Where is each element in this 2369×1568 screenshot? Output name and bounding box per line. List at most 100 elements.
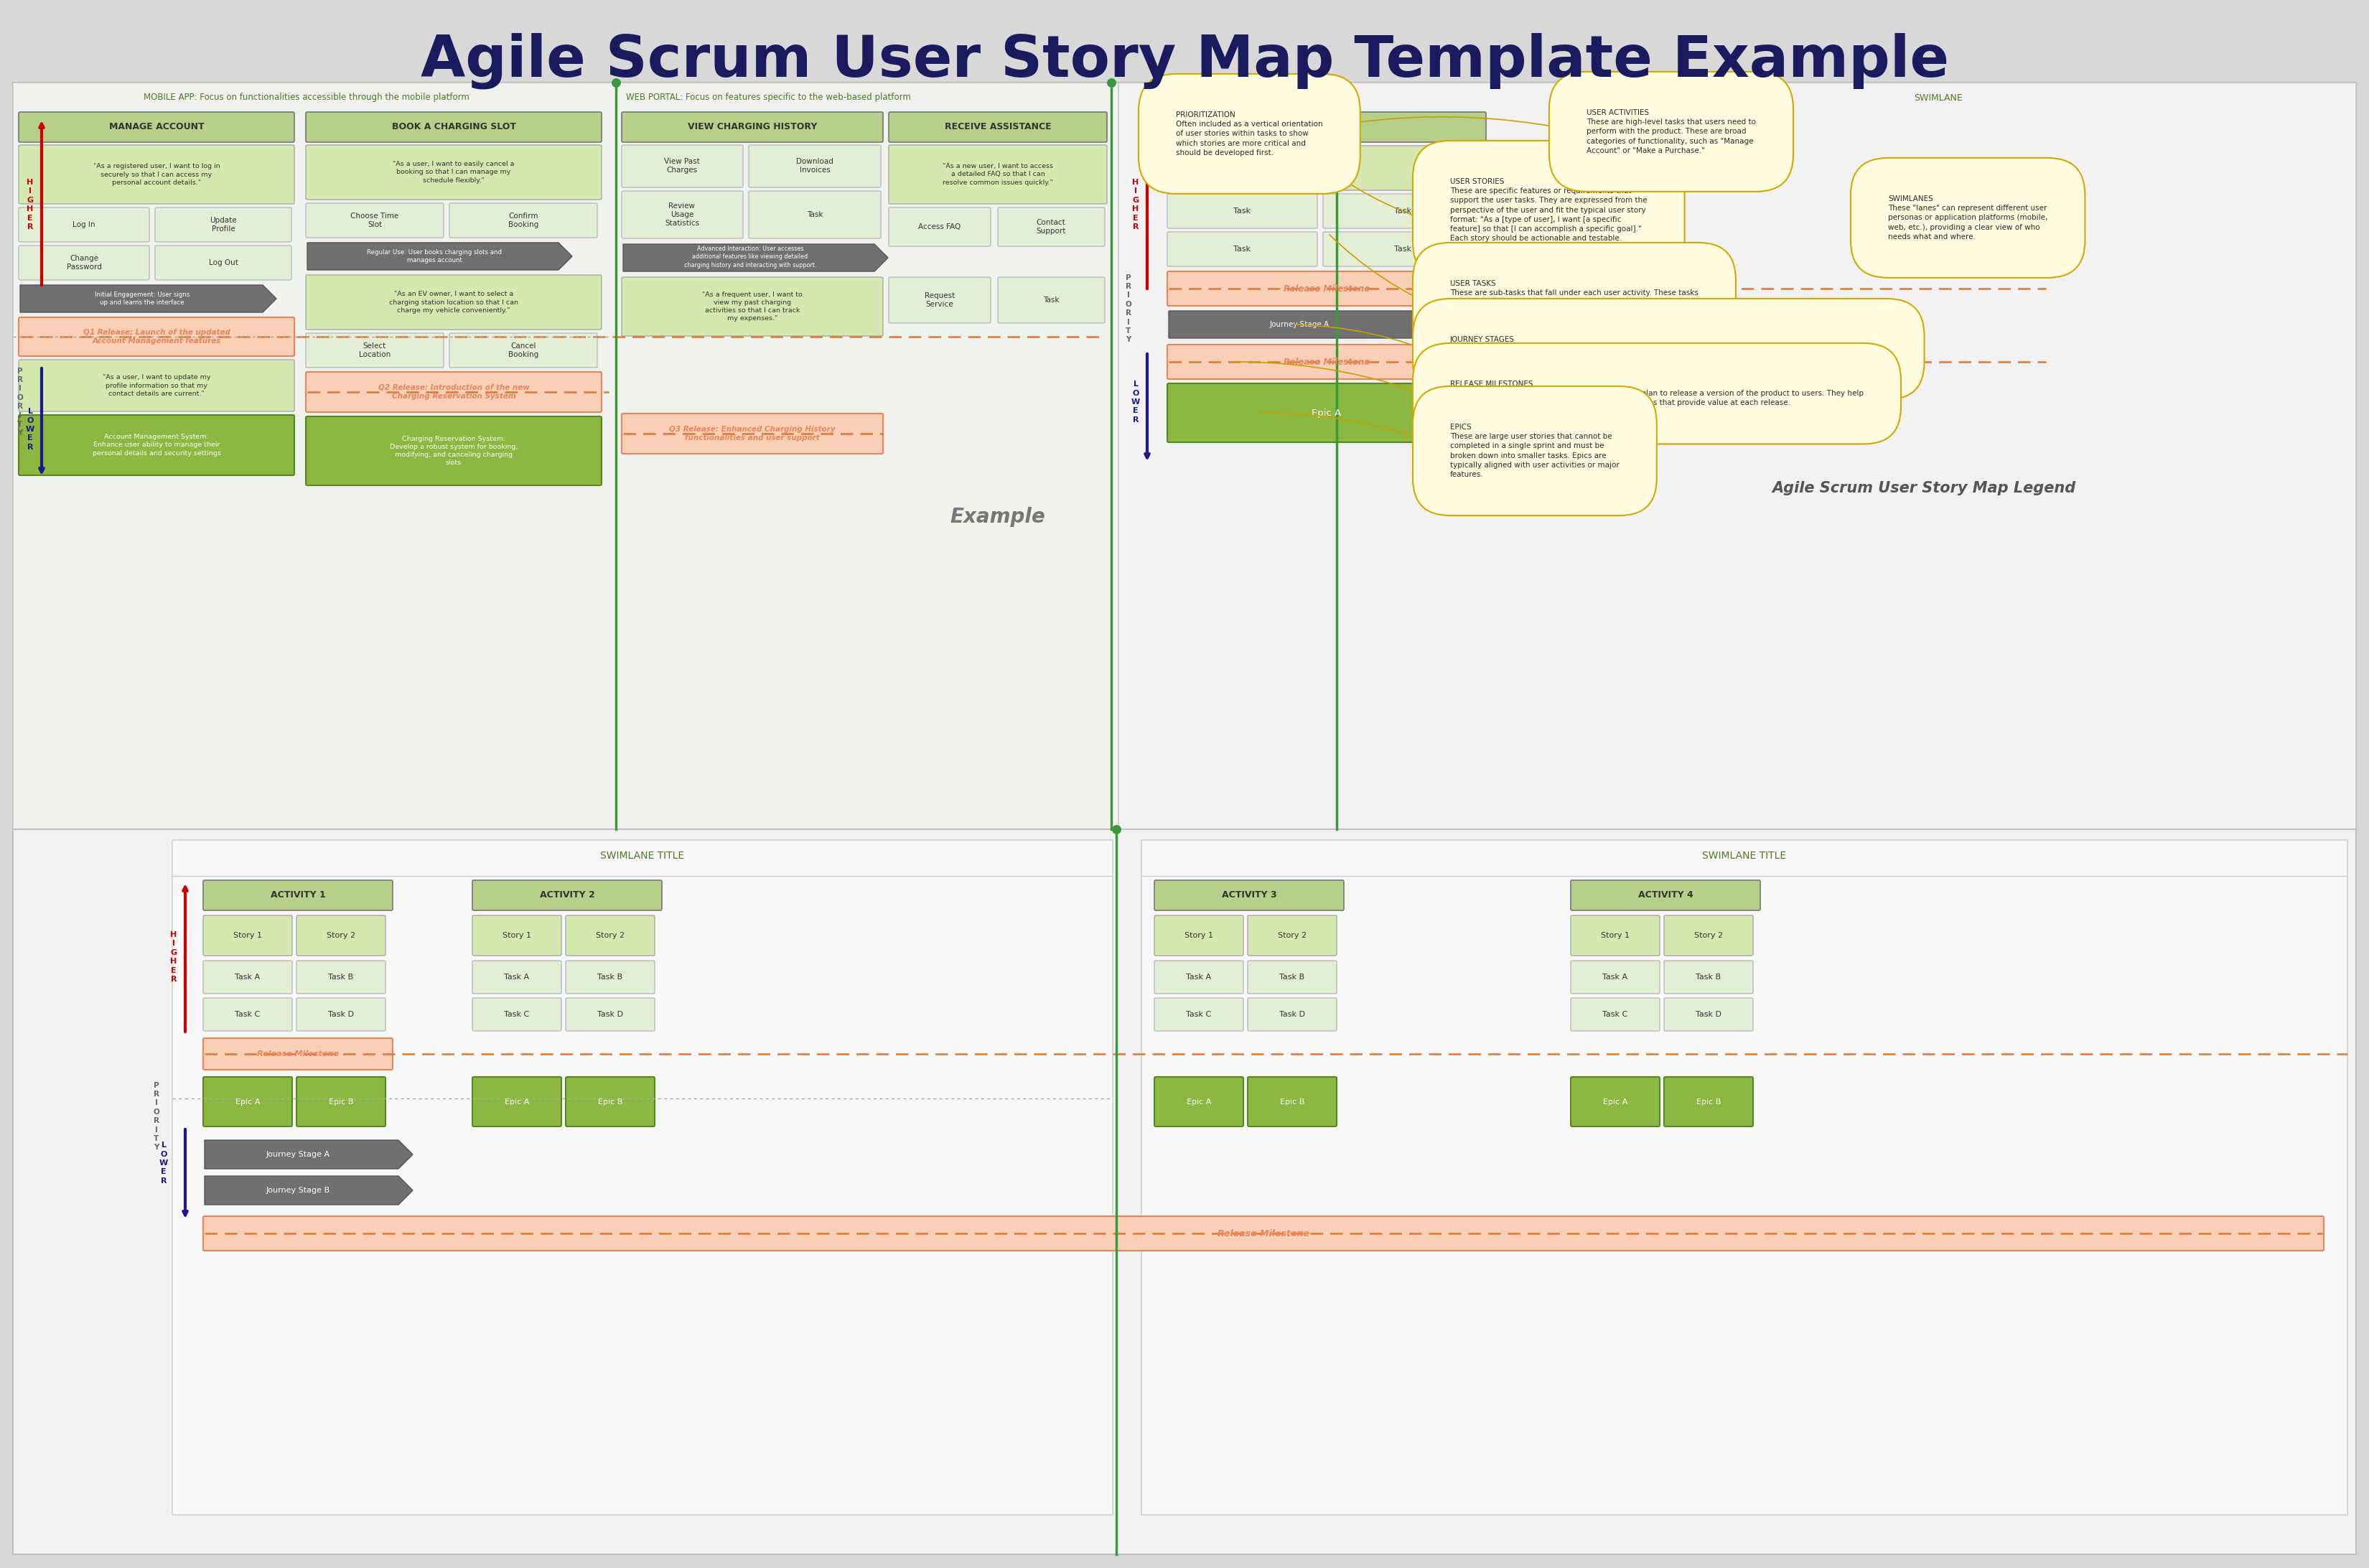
- Text: P
R
I
O
R
I
T
Y: P R I O R I T Y: [154, 1082, 159, 1151]
- FancyBboxPatch shape: [1663, 916, 1753, 955]
- Text: ACTIVITY 3: ACTIVITY 3: [1222, 891, 1277, 900]
- Text: Task D: Task D: [597, 1011, 623, 1018]
- FancyBboxPatch shape: [1154, 961, 1244, 994]
- Text: Story 1: Story 1: [1312, 165, 1341, 171]
- Text: Change
Password: Change Password: [66, 254, 102, 271]
- FancyBboxPatch shape: [1154, 1077, 1244, 1126]
- Text: Task C: Task C: [1601, 1011, 1628, 1018]
- FancyBboxPatch shape: [306, 417, 602, 486]
- Text: Request
Service: Request Service: [924, 292, 955, 309]
- Text: Select
Location: Select Location: [358, 342, 391, 359]
- Text: Story 1: Story 1: [502, 931, 531, 939]
- Text: USER TASKS
These are sub-tasks that fall under each user activity. These tasks
b: USER TASKS These are sub-tasks that fall…: [1450, 281, 1699, 325]
- FancyBboxPatch shape: [997, 207, 1104, 246]
- FancyBboxPatch shape: [296, 916, 386, 955]
- Text: Task D: Task D: [1279, 1011, 1305, 1018]
- FancyBboxPatch shape: [471, 1077, 561, 1126]
- FancyBboxPatch shape: [296, 1077, 386, 1126]
- FancyBboxPatch shape: [888, 144, 1106, 204]
- Text: Epic B: Epic B: [597, 1098, 623, 1105]
- FancyBboxPatch shape: [204, 1038, 393, 1069]
- Text: SWIMLANES
These "lanes" can represent different user
personas or application pla: SWIMLANES These "lanes" can represent di…: [1888, 196, 2047, 240]
- Text: Q1 Release: Launch of the updated
Account Management features: Q1 Release: Launch of the updated Accoun…: [83, 329, 230, 345]
- FancyBboxPatch shape: [1248, 916, 1336, 955]
- Text: MOBILE APP: Focus on functionalities accessible through the mobile platform: MOBILE APP: Focus on functionalities acc…: [145, 93, 469, 102]
- FancyBboxPatch shape: [1168, 232, 1317, 267]
- FancyBboxPatch shape: [1663, 961, 1753, 994]
- Text: PRIORITIZATION
Often included as a vertical orientation
of user stories within t: PRIORITIZATION Often included as a verti…: [1175, 111, 1322, 157]
- FancyBboxPatch shape: [471, 961, 561, 994]
- FancyBboxPatch shape: [1168, 146, 1485, 190]
- FancyBboxPatch shape: [888, 278, 990, 323]
- Text: VIEW CHARGING HISTORY: VIEW CHARGING HISTORY: [687, 122, 817, 132]
- FancyBboxPatch shape: [450, 332, 597, 367]
- Text: Task: Task: [1042, 296, 1059, 304]
- FancyBboxPatch shape: [1248, 961, 1336, 994]
- FancyBboxPatch shape: [19, 246, 149, 281]
- Text: Confirm
Booking: Confirm Booking: [509, 212, 538, 229]
- FancyBboxPatch shape: [1168, 194, 1317, 229]
- Text: Story 1: Story 1: [1184, 931, 1213, 939]
- FancyBboxPatch shape: [12, 83, 2357, 829]
- Text: Journey Stage B: Journey Stage B: [265, 1187, 329, 1193]
- FancyBboxPatch shape: [1118, 83, 2357, 829]
- FancyBboxPatch shape: [621, 111, 884, 143]
- FancyBboxPatch shape: [204, 880, 393, 911]
- Text: Task C: Task C: [505, 1011, 531, 1018]
- Text: Task: Task: [1234, 207, 1251, 215]
- FancyBboxPatch shape: [173, 840, 1113, 1515]
- Text: Story 2: Story 2: [327, 931, 355, 939]
- Text: Task B: Task B: [1279, 974, 1305, 980]
- Text: ACTIVITY 1: ACTIVITY 1: [270, 891, 325, 900]
- FancyBboxPatch shape: [616, 83, 1111, 829]
- Text: ACTIVITY 2: ACTIVITY 2: [1298, 122, 1355, 132]
- FancyBboxPatch shape: [471, 916, 561, 955]
- FancyBboxPatch shape: [306, 111, 602, 143]
- Text: Release Milestone: Release Milestone: [1284, 358, 1369, 367]
- Text: Initial Engagement: User signs
up and learns the interface: Initial Engagement: User signs up and le…: [95, 292, 190, 306]
- Text: Access FAQ: Access FAQ: [919, 223, 962, 230]
- FancyBboxPatch shape: [1154, 997, 1244, 1032]
- FancyBboxPatch shape: [621, 191, 744, 238]
- FancyBboxPatch shape: [1571, 961, 1661, 994]
- FancyBboxPatch shape: [19, 359, 294, 411]
- FancyBboxPatch shape: [749, 191, 881, 238]
- Text: Story 2: Story 2: [1277, 931, 1308, 939]
- FancyBboxPatch shape: [1248, 1077, 1336, 1126]
- FancyBboxPatch shape: [471, 880, 661, 911]
- Text: H
I
G
H
E
R: H I G H E R: [26, 179, 33, 230]
- Text: L
O
W
E
R: L O W E R: [159, 1142, 168, 1184]
- Text: Release Milestone: Release Milestone: [1284, 284, 1369, 293]
- FancyBboxPatch shape: [888, 111, 1106, 143]
- Text: Release Milestone: Release Milestone: [1218, 1229, 1310, 1239]
- FancyBboxPatch shape: [306, 274, 602, 329]
- Text: Story 2: Story 2: [595, 931, 625, 939]
- FancyBboxPatch shape: [12, 829, 2357, 1554]
- Text: RELEASE MILESTONES
These are points on the user story map where you plan to rele: RELEASE MILESTONES These are points on t…: [1450, 381, 1864, 406]
- FancyBboxPatch shape: [1168, 345, 1485, 379]
- FancyBboxPatch shape: [19, 144, 294, 204]
- FancyBboxPatch shape: [204, 961, 291, 994]
- Text: Task B: Task B: [597, 974, 623, 980]
- FancyBboxPatch shape: [154, 246, 291, 281]
- Text: P
R
I
O
R
I
T
Y: P R I O R I T Y: [1125, 274, 1132, 343]
- Text: Log In: Log In: [73, 221, 95, 229]
- FancyBboxPatch shape: [1663, 997, 1753, 1032]
- Text: Epic B: Epic B: [1696, 1098, 1720, 1105]
- FancyBboxPatch shape: [1154, 916, 1244, 955]
- Text: Task A: Task A: [235, 974, 261, 980]
- Text: Task: Task: [1234, 246, 1251, 252]
- Text: Agile Scrum User Story Map Legend: Agile Scrum User Story Map Legend: [1772, 481, 2075, 495]
- Text: Task D: Task D: [327, 1011, 353, 1018]
- Text: JOURNEY STAGES
Some story maps include the different stages of a user's journey,: JOURNEY STAGES Some story maps include t…: [1450, 336, 1888, 362]
- FancyBboxPatch shape: [1663, 1077, 1753, 1126]
- FancyBboxPatch shape: [450, 204, 597, 238]
- FancyBboxPatch shape: [621, 144, 744, 188]
- Text: "As a user, I want to update my
profile information so that my
contact details a: "As a user, I want to update my profile …: [102, 375, 211, 397]
- FancyBboxPatch shape: [1154, 880, 1343, 911]
- FancyBboxPatch shape: [621, 414, 884, 453]
- Text: Agile Scrum User Story Map Template Example: Agile Scrum User Story Map Template Exam…: [419, 33, 1950, 89]
- Text: SWIMLANE TITLE: SWIMLANE TITLE: [599, 851, 685, 861]
- Text: Epic A: Epic A: [505, 1098, 528, 1105]
- Text: View Past
Charges: View Past Charges: [663, 158, 699, 174]
